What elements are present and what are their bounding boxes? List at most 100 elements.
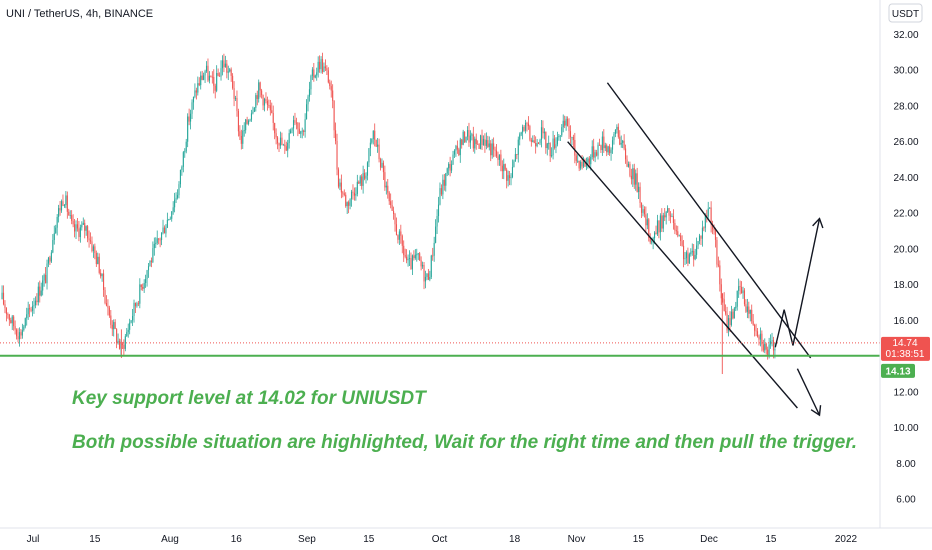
price-tick-label: 18.00	[893, 280, 918, 291]
candle-body	[98, 256, 100, 273]
candle-body	[47, 257, 50, 264]
candle-body	[480, 135, 482, 149]
candle-body	[398, 231, 400, 240]
candle-body	[259, 82, 261, 91]
candle-body	[136, 303, 138, 307]
candle-body	[205, 65, 208, 72]
candle-body	[630, 175, 632, 180]
candle-body	[639, 186, 641, 203]
candle-body	[104, 290, 106, 304]
candle-body	[233, 88, 235, 99]
candle-body	[253, 107, 255, 112]
candle-body	[295, 122, 297, 124]
candle-body	[316, 72, 318, 76]
candle-body	[277, 137, 279, 144]
candle-body	[607, 146, 609, 153]
candle-body	[601, 136, 603, 151]
candle-body	[645, 214, 647, 226]
price-axis-ticks: 6.008.0010.0012.0014.0016.0018.0020.0022…	[893, 30, 918, 506]
candle-body	[161, 232, 163, 240]
candle-body	[240, 135, 242, 144]
currency-button[interactable]: USDT	[888, 3, 923, 23]
candle-body	[730, 311, 732, 325]
candle-body	[16, 329, 18, 337]
candle-body	[79, 227, 81, 238]
candle-body	[5, 308, 7, 314]
candle-body	[700, 235, 702, 239]
candle-body	[152, 248, 154, 263]
candle-body	[698, 235, 701, 241]
candle-body	[701, 227, 703, 239]
candle-body	[581, 161, 583, 167]
candle-body	[335, 130, 337, 141]
candle-body	[437, 204, 440, 217]
candle-body	[292, 120, 295, 129]
candle-body	[574, 140, 576, 156]
candle-body	[197, 83, 199, 93]
candle-body	[191, 102, 193, 114]
candle-body	[516, 154, 518, 155]
candle-body	[245, 119, 247, 131]
candle-body	[326, 68, 328, 71]
candle-body	[452, 154, 454, 165]
candle-body	[693, 250, 695, 260]
candle-body	[171, 211, 173, 219]
candle-body	[114, 322, 116, 329]
time-tick-label: 15	[765, 534, 777, 545]
candle-body	[33, 305, 35, 307]
candle-body	[664, 215, 666, 218]
candle-body	[198, 83, 200, 86]
candle-body	[282, 144, 284, 146]
candle-body	[558, 136, 560, 138]
candle-body	[2, 292, 5, 305]
price-axis-background[interactable]	[880, 0, 932, 528]
candle-body	[324, 66, 326, 69]
candle-body	[23, 326, 25, 331]
candle-body	[636, 173, 638, 192]
candle-body	[134, 302, 137, 307]
candle-body	[671, 216, 673, 218]
candle-body	[683, 245, 685, 260]
currency-button-label: USDT	[892, 9, 919, 20]
candle-body	[646, 219, 648, 226]
candle-body	[385, 185, 387, 188]
time-axis-background[interactable]	[0, 528, 932, 550]
candle-body	[368, 148, 370, 163]
candle-body	[742, 290, 744, 294]
candle-body	[633, 168, 635, 185]
candle-body	[687, 252, 689, 264]
candle-body	[342, 192, 344, 194]
candle-body	[217, 73, 219, 76]
candle-body	[551, 155, 553, 157]
candle-body	[626, 159, 628, 167]
candle-body	[575, 155, 577, 161]
candle-body	[774, 349, 776, 351]
price-tick-label: 6.00	[896, 495, 916, 506]
candle-body	[301, 130, 303, 132]
candle-body	[577, 160, 579, 162]
candle-body	[493, 143, 495, 150]
candle-body	[219, 75, 221, 77]
symbol-title: UNI / TetherUS, 4h, BINANCE	[6, 8, 153, 20]
candle-body	[540, 127, 543, 140]
candle-body	[216, 73, 218, 91]
candle-body	[466, 130, 469, 137]
candle-body	[675, 230, 677, 232]
candle-body	[100, 272, 102, 277]
candle-body	[749, 309, 751, 314]
candle-body	[678, 235, 680, 237]
candle-body	[129, 322, 131, 330]
candle-body	[640, 202, 643, 213]
candle-body	[509, 175, 511, 179]
candle-body	[252, 111, 254, 114]
candle-body	[481, 135, 483, 146]
candle-body	[632, 168, 634, 180]
candle-body	[527, 123, 529, 127]
candle-body	[10, 320, 12, 324]
candle-body	[11, 316, 13, 324]
candle-body	[729, 318, 731, 325]
candle-body	[108, 307, 110, 316]
candle-body	[762, 344, 764, 351]
candle-body	[433, 242, 435, 256]
